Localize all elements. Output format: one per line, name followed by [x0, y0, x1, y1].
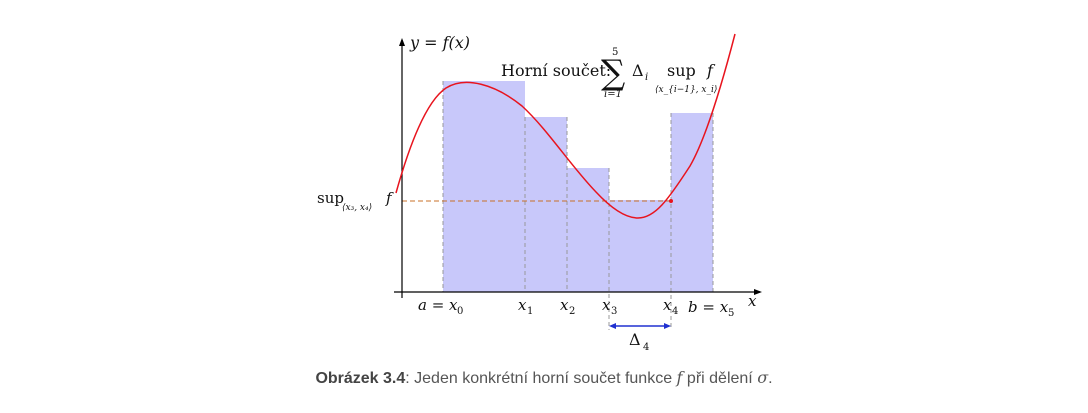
tick-label-x3: x — [602, 296, 611, 314]
tick-label-x2: x — [560, 296, 569, 314]
sup-point — [669, 199, 673, 203]
sum-lower: i=1 — [604, 89, 622, 100]
caption-text-3: . — [768, 370, 773, 387]
sum-symbol: ∑ — [601, 53, 625, 93]
side-sup-text: sup — [317, 189, 344, 207]
bar-3 — [567, 168, 609, 292]
delta-i-sub: i — [645, 72, 648, 83]
upper-sum-formula: Horní součet: ∑ 5 i=1 Δ i sup ⟨x_{i−1}, … — [501, 47, 717, 100]
x-axis-arrow — [754, 289, 762, 295]
sup-text: sup — [667, 61, 696, 80]
caption-f: f — [676, 368, 683, 387]
tick-sub-x1: 1 — [527, 306, 533, 317]
side-sup-sub: ⟨x₃, x₄⟩ — [342, 203, 372, 213]
bar-1 — [443, 81, 525, 292]
tick-sub-x3: 3 — [611, 306, 617, 317]
caption-sigma: σ — [757, 368, 769, 387]
delta-4-label: Δ — [629, 330, 641, 349]
side-f-letter: f — [385, 189, 394, 207]
tick-label-x0: a = x — [418, 296, 458, 314]
tick-label-x1: x — [518, 296, 527, 314]
upper-sum-bars — [443, 81, 713, 292]
delta-4-arrow — [609, 323, 671, 329]
tick-sub-x4: 4 — [672, 306, 678, 317]
x-tick-labels: a = x 0 x 1 x 2 x 3 x 4 b = x 5 — [418, 296, 734, 319]
tick-sub-x5: 5 — [728, 308, 734, 319]
caption-text: : Jeden konkrétní horní součet funkce — [405, 370, 677, 387]
tick-sub-x2: 2 — [569, 306, 575, 317]
sup-sub: ⟨x_{i−1}, x_i⟩ — [655, 85, 717, 95]
axes — [394, 40, 760, 298]
x-axis-label: x — [748, 292, 757, 310]
delta-i: Δ — [632, 61, 644, 80]
caption-text-2: při dělení — [682, 370, 758, 387]
y-axis-label: y = f(x) — [409, 33, 470, 52]
tick-sub-x0: 0 — [457, 306, 463, 317]
partition-lines — [442, 81, 714, 330]
function-curve — [395, 33, 736, 219]
y-axis-arrow — [399, 38, 405, 46]
bar-4 — [609, 200, 671, 292]
formula-text: Horní součet: — [501, 61, 611, 80]
caption-label: Obrázek 3.4 — [315, 370, 406, 387]
bar-2 — [525, 117, 567, 292]
tick-label-x4: x — [663, 296, 672, 314]
f-letter: f — [706, 61, 716, 80]
sup-side-label: sup ⟨x₃, x₄⟩ f — [317, 189, 394, 213]
sum-upper: 5 — [612, 47, 618, 58]
tick-label-x5: b = x — [688, 298, 729, 316]
delta-4-sub: 4 — [643, 342, 649, 353]
figure-caption: Obrázek 3.4: Jeden konkrétní horní souče… — [0, 368, 1088, 388]
bar-5 — [671, 113, 713, 292]
